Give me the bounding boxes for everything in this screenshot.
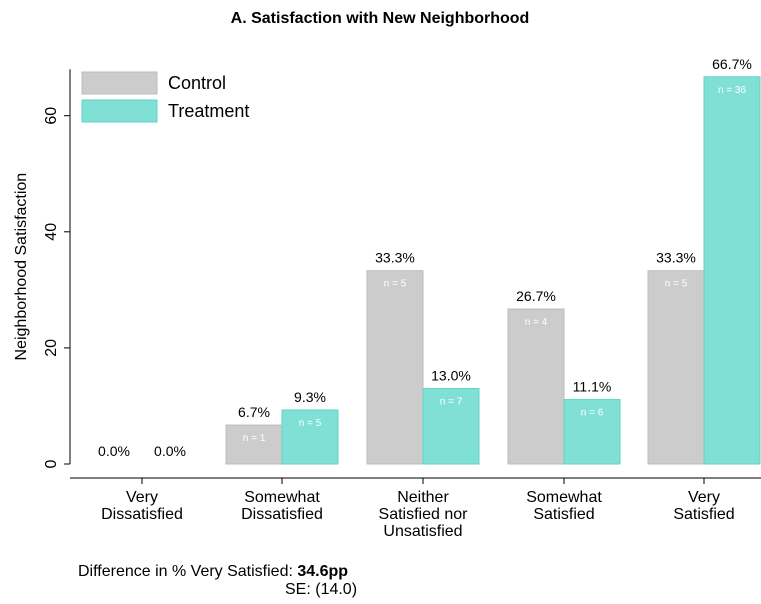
n-label-treatment-2: n = 7 [440,397,463,408]
data-label-treatment-3: 11.1% [573,379,612,395]
chart-title: A. Satisfaction with New Neighborhood [231,10,530,27]
data-label-treatment-0: 0.0% [154,443,186,459]
y-tick-label-40: 40 [43,223,60,241]
n-label-control-1: n = 1 [243,433,266,444]
bar-control-3 [507,308,565,465]
bar-treatment-4 [703,76,761,465]
legend-label-treatment: Treatment [168,101,249,121]
legend-swatch-treatment [81,99,158,123]
n-label-treatment-3: n = 6 [581,408,604,419]
data-label-control-1: 6.7% [238,404,270,420]
data-label-control-4: 33.3% [656,250,696,266]
x-tick-label-1-1: Dissatisfied [241,506,323,523]
bar-control-1 [225,424,283,465]
data-label-control-3: 26.7% [516,288,556,304]
data-label-control-2: 33.3% [375,250,415,266]
x-tick-label-0-1: Dissatisfied [101,506,183,523]
x-tick-label-3-1: Satisfied [533,506,594,523]
difference-note: Difference in % Very Satisfied: 34.6pp [78,563,348,581]
difference-prefix: Difference in % Very Satisfied: [78,563,298,580]
y-tick-label-0: 0 [43,459,60,468]
legend-swatch-control [81,71,158,95]
x-tick-label-4-0: Very [688,489,720,506]
x-tick-label-1-0: Somewhat [244,489,320,506]
y-tick-label-60: 60 [43,107,60,125]
n-label-control-2: n = 5 [384,279,407,290]
n-label-control-3: n = 4 [525,317,548,328]
se-note: SE: (14.0) [285,581,358,598]
bar-control-2 [366,270,424,465]
data-label-treatment-4: 66.7% [712,56,752,72]
bar-treatment-3 [563,399,621,465]
n-label-control-4: n = 5 [665,279,688,290]
y-axis-label: Neighborhood Satisfaction [13,173,30,361]
data-label-control-0: 0.0% [98,443,130,459]
x-tick-label-3-0: Somewhat [526,489,602,506]
data-label-treatment-1: 9.3% [294,389,326,405]
x-tick-label-2-1: Satisfied nor [379,506,469,523]
n-label-treatment-1: n = 5 [299,418,322,429]
x-tick-label-2-2: Unsatisfied [383,523,462,540]
x-tick-label-4-1: Satisfied [673,506,734,523]
n-label-treatment-4: n = 36 [718,85,747,96]
x-tick-label-2-0: Neither [397,489,449,506]
difference-value: 34.6pp [297,563,349,580]
bar-control-4 [647,270,705,465]
bar-treatment-1 [281,409,339,465]
bar-treatment-2 [422,388,480,465]
y-tick-label-20: 20 [43,339,60,357]
x-tick-label-0-0: Very [126,489,158,506]
data-label-treatment-2: 13.0% [431,368,471,384]
legend-label-control: Control [168,73,226,93]
